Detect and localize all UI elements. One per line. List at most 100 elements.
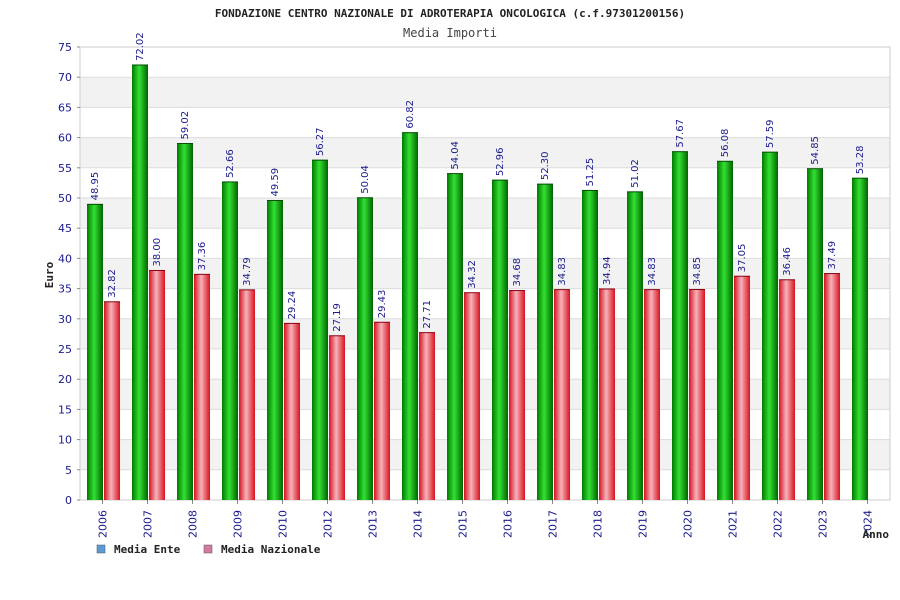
grid-band	[80, 167, 890, 198]
x-tick-label: 2023	[817, 510, 830, 538]
bar-media-nazionale	[779, 279, 795, 500]
data-label: 57.59	[765, 120, 776, 149]
bar-media-ente	[762, 152, 778, 500]
grid-band	[80, 409, 890, 440]
grid-band	[80, 258, 890, 289]
y-tick-label: 70	[58, 71, 72, 84]
bar-media-ente	[267, 200, 283, 501]
grid-band	[80, 107, 890, 138]
x-axis: 2006 2007 2008 2009 2010 2012 2013 2014 2015 2016…	[97, 500, 875, 538]
plot-frame	[79, 46, 891, 501]
bar-media-nazionale	[689, 289, 705, 500]
bar-media-nazionale	[554, 289, 570, 500]
bar-media-ente	[672, 151, 688, 500]
plot-background	[79, 46, 891, 501]
data-label: 37.36	[197, 242, 208, 271]
data-label: 37.49	[827, 241, 838, 270]
bar-media-nazionale	[644, 289, 660, 500]
x-tick-label: 2020	[682, 510, 695, 538]
x-tick-label: 2024	[862, 510, 875, 538]
data-label: 57.67	[675, 119, 686, 148]
data-label: 34.83	[647, 257, 658, 286]
x-tick-label: 2014	[412, 510, 425, 538]
y-tick-label: 65	[58, 101, 72, 114]
grid-band	[80, 137, 890, 168]
data-label: 34.32	[467, 260, 478, 289]
grid-band	[80, 439, 890, 470]
legend-swatch-media-nazionale	[203, 544, 213, 554]
legend-label-media-nazionale: Media Nazionale	[221, 543, 321, 556]
x-axis-label: Anno	[863, 528, 890, 541]
bar-media-nazionale	[149, 270, 165, 500]
bar-media-nazionale	[599, 288, 615, 500]
data-label: 60.82	[405, 100, 416, 129]
x-tick-label: 2012	[322, 510, 335, 538]
data-label: 37.05	[737, 244, 748, 273]
data-label: 54.04	[450, 141, 461, 170]
y-tick-label: 10	[58, 434, 72, 447]
legend: Media Ente Media Nazionale	[96, 543, 321, 556]
grid-band	[80, 288, 890, 319]
y-tick-label: 75	[58, 41, 72, 54]
data-label: 34.83	[557, 257, 568, 286]
grid-band	[80, 469, 890, 500]
data-label: 56.27	[315, 127, 326, 156]
bar-media-ente	[717, 161, 733, 500]
y-tick-label: 5	[65, 464, 72, 477]
data-label: 29.24	[287, 291, 298, 320]
grid-band	[80, 379, 890, 410]
grid-band	[80, 318, 890, 349]
grid-band	[80, 47, 890, 78]
data-label: 53.28	[855, 146, 866, 175]
x-tick-label: 2016	[502, 510, 515, 538]
bar-media-nazionale	[419, 332, 435, 500]
y-tick-label: 20	[58, 373, 72, 386]
data-label: 34.79	[242, 257, 253, 286]
data-label: 27.19	[332, 303, 343, 332]
bar-media-nazionale	[464, 292, 480, 500]
data-label: 56.08	[720, 129, 731, 158]
bar-media-ente	[312, 160, 328, 500]
data-label: 49.59	[270, 168, 281, 197]
bar-media-ente	[537, 184, 553, 500]
legend-label-media-ente: Media Ente	[114, 543, 181, 556]
data-label: 48.95	[90, 172, 101, 201]
y-tick-label: 60	[58, 132, 72, 145]
y-tick-label: 35	[58, 283, 72, 296]
bar-media-nazionale	[239, 289, 255, 500]
data-label: 36.46	[782, 247, 793, 276]
y-tick-label: 0	[65, 494, 72, 507]
bar-media-nazionale	[734, 276, 750, 500]
bar-media-ente	[492, 180, 508, 501]
x-tick-label: 2013	[367, 510, 380, 538]
y-tick-label: 15	[58, 403, 72, 416]
data-label: 34.68	[512, 258, 523, 287]
bar-media-ente	[807, 168, 823, 500]
data-label: 27.71	[422, 300, 433, 329]
bar-media-ente	[582, 190, 598, 500]
data-label: 52.30	[540, 151, 551, 180]
data-label: 59.02	[180, 111, 191, 140]
data-label: 34.94	[602, 256, 613, 285]
x-tick-label: 2010	[277, 510, 290, 538]
data-label: 32.82	[107, 269, 118, 298]
y-tick-label: 40	[58, 252, 72, 265]
y-tick-label: 55	[58, 162, 72, 175]
y-tick-label: 25	[58, 343, 72, 356]
grid-band	[80, 349, 890, 380]
x-tick-label: 2017	[547, 510, 560, 538]
grid-band	[80, 198, 890, 229]
data-label: 72.02	[135, 32, 146, 61]
data-label: 50.04	[360, 165, 371, 194]
data-label: 34.85	[692, 257, 703, 286]
chart-title: FONDAZIONE CENTRO NAZIONALE DI ADROTERAP…	[215, 7, 685, 20]
data-label: 52.66	[225, 149, 236, 178]
chart-subtitle: Media Importi	[403, 26, 497, 40]
x-tick-label: 2007	[142, 510, 155, 538]
x-tick-label: 2015	[457, 510, 470, 538]
y-tick-label: 30	[58, 313, 72, 326]
data-label: 52.96	[495, 147, 506, 176]
x-tick-label: 2021	[727, 510, 740, 538]
data-label: 29.43	[377, 290, 388, 319]
